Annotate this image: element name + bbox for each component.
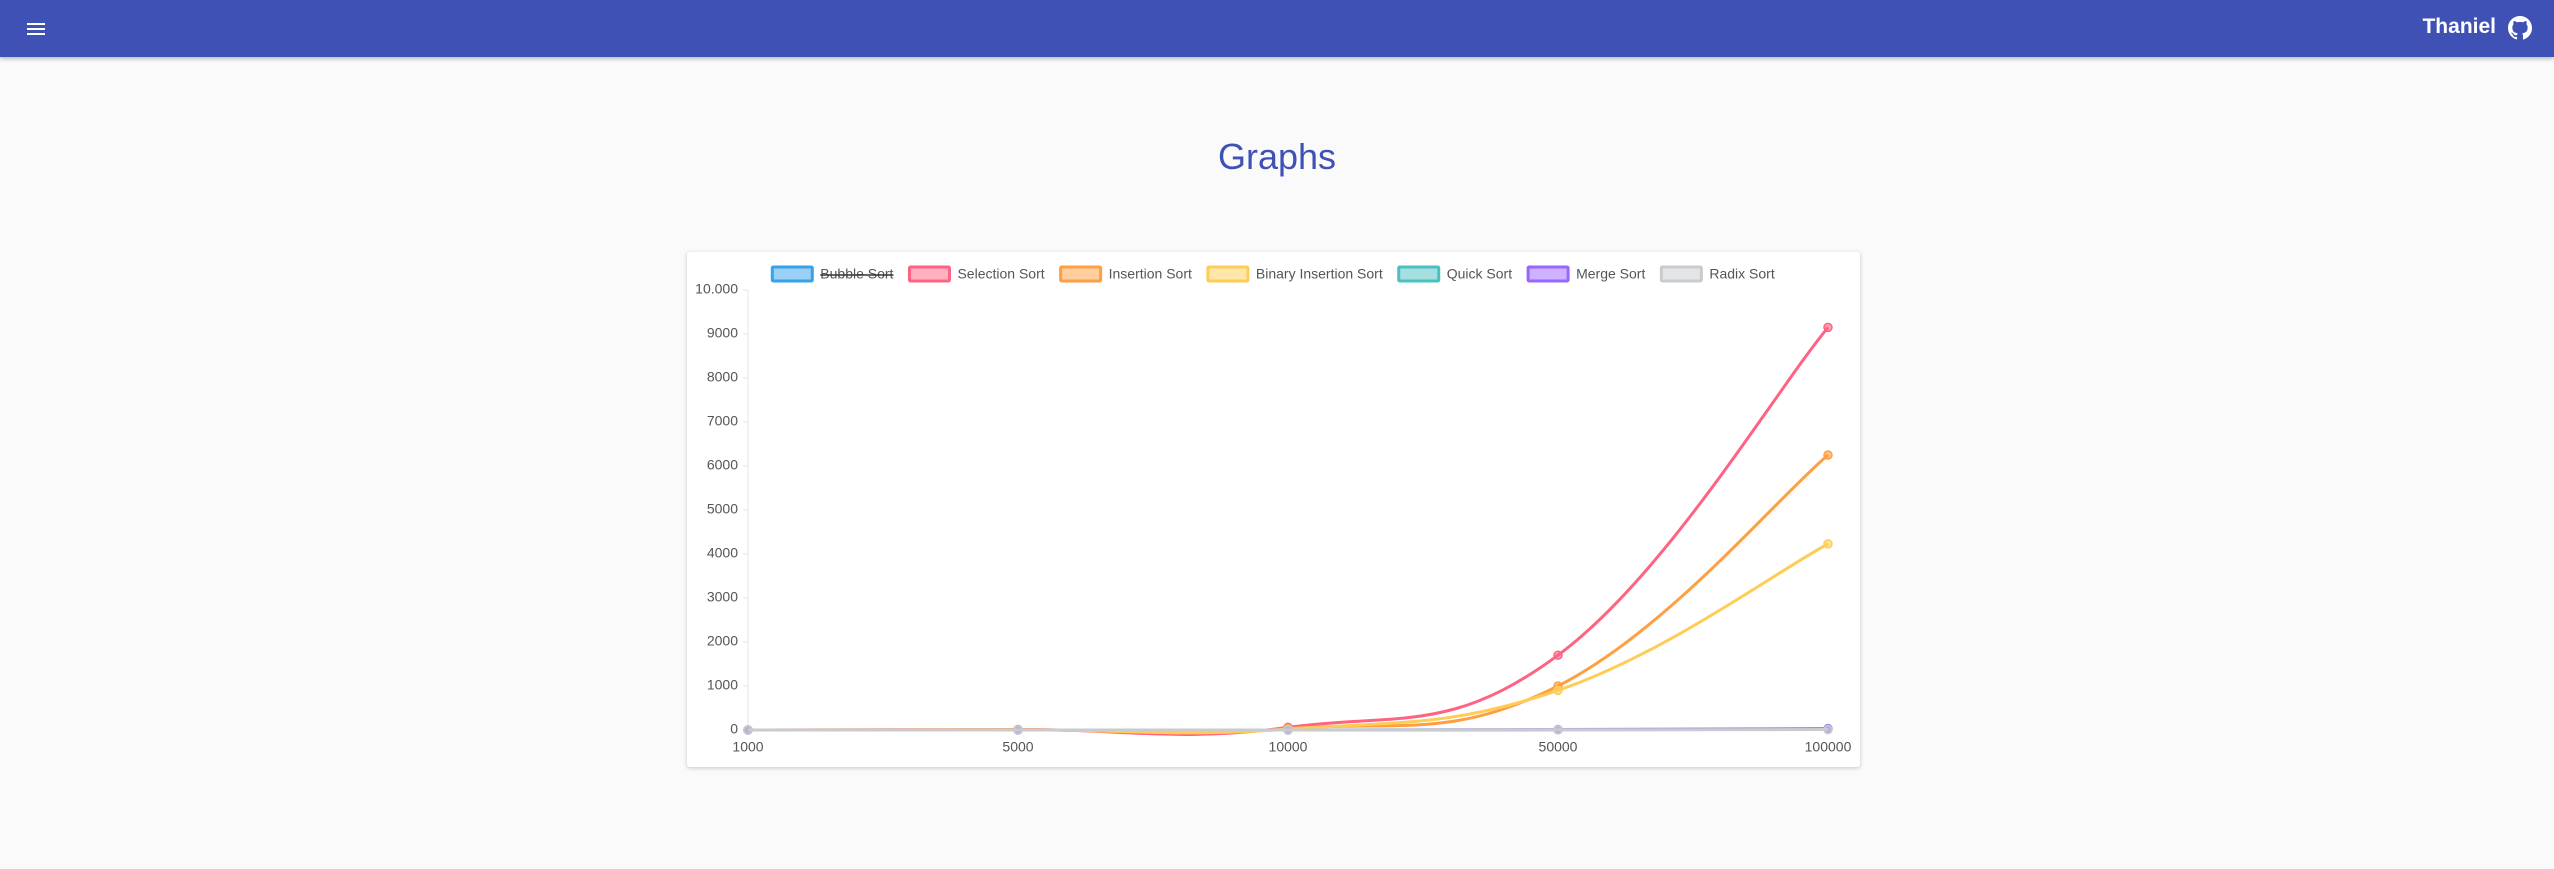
series-line (747, 542, 1829, 735)
legend-item[interactable]: Merge Sort (1526, 265, 1645, 283)
series-line (747, 326, 1830, 736)
legend-item[interactable]: Radix Sort (1659, 265, 1775, 283)
y-tick-label: 9000 (707, 325, 738, 341)
data-point (1553, 725, 1563, 735)
legend-label: Radix Sort (1709, 266, 1774, 282)
y-tick-label: 6000 (707, 457, 738, 473)
legend-swatch (1059, 265, 1103, 283)
legend-swatch (907, 265, 951, 283)
y-tick-label: 1000 (707, 677, 738, 693)
y-tick-label: 5000 (707, 501, 738, 517)
data-point (743, 725, 753, 735)
legend-swatch (1397, 265, 1441, 283)
chart: 0 1000 2000 3000 4000 5000 6000 7000 8000 9000 10.… (695, 265, 1852, 755)
legend-item[interactable]: Binary Insertion Sort (1206, 265, 1383, 283)
legend-item[interactable]: Quick Sort (1397, 265, 1512, 283)
legend-label: Binary Insertion Sort (1256, 266, 1383, 282)
github-icon[interactable] (2508, 16, 2532, 40)
data-point (1823, 539, 1833, 549)
y-tick-label: 7000 (707, 413, 738, 429)
y-tick-label: 2000 (707, 633, 738, 649)
legend-label: Insertion Sort (1109, 266, 1192, 282)
y-tick-label: 3000 (707, 589, 738, 605)
x-tick-label: 50000 (1539, 739, 1578, 755)
data-point (1013, 725, 1023, 735)
menu-button[interactable] (24, 17, 48, 41)
legend-swatch (770, 265, 814, 283)
y-tick-label: 8000 (707, 369, 738, 385)
y-tick-label: 10.000 (695, 281, 738, 297)
legend-item[interactable]: Insertion Sort (1059, 265, 1192, 283)
x-tick-label: 5000 (1002, 739, 1033, 755)
brand[interactable]: Thaniel (2422, 15, 2496, 38)
x-tick-label: 10000 (1269, 739, 1308, 755)
data-point (1553, 685, 1563, 696)
data-point (1553, 650, 1563, 660)
legend-item[interactable]: Bubble Sort (770, 265, 894, 283)
legend-item[interactable]: Selection Sort (907, 265, 1045, 283)
legend-swatch (1206, 265, 1250, 283)
legend: Bubble Sort Selection Sort Insertion Sort B… (770, 265, 1775, 283)
legend-label: Merge Sort (1576, 266, 1645, 282)
legend-label: Bubble Sort (820, 266, 893, 282)
y-tick-label: 0 (730, 721, 738, 737)
app-bar: Thaniel (0, 0, 2554, 57)
legend-swatch (1659, 265, 1703, 283)
data-point (1823, 322, 1833, 333)
series-line (747, 453, 1829, 735)
x-tick-label: 1000 (732, 739, 763, 755)
legend-label: Selection Sort (957, 266, 1044, 282)
data-point (1823, 724, 1833, 735)
legend-swatch (1526, 265, 1570, 283)
x-tick-label: 100000 (1805, 739, 1852, 755)
page-title: Graphs (1217, 136, 1337, 177)
data-point (1283, 725, 1293, 735)
legend-label: Quick Sort (1447, 266, 1512, 282)
chart-card: 0 1000 2000 3000 4000 5000 6000 7000 8000 9000 10.… (687, 252, 1860, 767)
y-tick-label: 4000 (707, 545, 738, 561)
data-point (1823, 450, 1833, 460)
